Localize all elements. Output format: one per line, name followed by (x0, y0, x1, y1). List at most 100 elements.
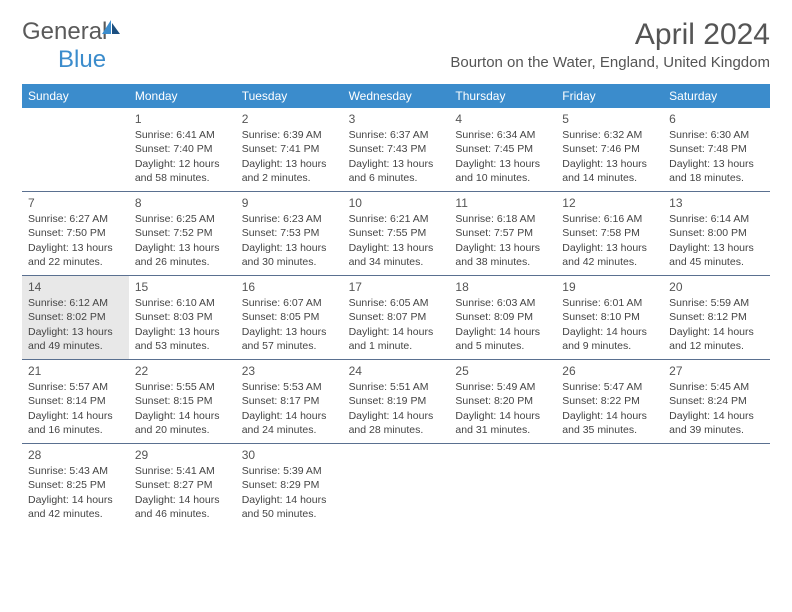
day-number: 7 (28, 195, 123, 211)
weekday-header: Thursday (449, 84, 556, 108)
sunrise-line: Sunrise: 5:55 AM (135, 380, 230, 394)
day-number: 6 (669, 111, 764, 127)
sunrise-line: Sunrise: 5:57 AM (28, 380, 123, 394)
daylight-line: Daylight: 14 hours and 5 minutes. (455, 325, 550, 353)
sunset-line: Sunset: 8:17 PM (242, 394, 337, 408)
daylight-line: Daylight: 13 hours and 45 minutes. (669, 241, 764, 269)
calendar-day: 17Sunrise: 6:05 AMSunset: 8:07 PMDayligh… (343, 276, 450, 359)
daylight-line: Daylight: 14 hours and 50 minutes. (242, 493, 337, 521)
daylight-line: Daylight: 13 hours and 2 minutes. (242, 157, 337, 185)
calendar-day: 13Sunrise: 6:14 AMSunset: 8:00 PMDayligh… (663, 192, 770, 275)
calendar-day: 29Sunrise: 5:41 AMSunset: 8:27 PMDayligh… (129, 444, 236, 528)
sunset-line: Sunset: 7:52 PM (135, 226, 230, 240)
calendar-day: 21Sunrise: 5:57 AMSunset: 8:14 PMDayligh… (22, 360, 129, 443)
day-number: 30 (242, 447, 337, 463)
day-number: 13 (669, 195, 764, 211)
sunset-line: Sunset: 8:25 PM (28, 478, 123, 492)
calendar-day: 20Sunrise: 5:59 AMSunset: 8:12 PMDayligh… (663, 276, 770, 359)
weekday-header: Friday (556, 84, 663, 108)
daylight-line: Daylight: 14 hours and 35 minutes. (562, 409, 657, 437)
calendar-day: 4Sunrise: 6:34 AMSunset: 7:45 PMDaylight… (449, 108, 556, 191)
sunset-line: Sunset: 8:15 PM (135, 394, 230, 408)
day-number: 10 (349, 195, 444, 211)
sunset-line: Sunset: 7:41 PM (242, 142, 337, 156)
sunset-line: Sunset: 8:05 PM (242, 310, 337, 324)
sunrise-line: Sunrise: 6:23 AM (242, 212, 337, 226)
day-number: 20 (669, 279, 764, 295)
daylight-line: Daylight: 14 hours and 31 minutes. (455, 409, 550, 437)
sunrise-line: Sunrise: 5:51 AM (349, 380, 444, 394)
sunset-line: Sunset: 8:20 PM (455, 394, 550, 408)
daylight-line: Daylight: 13 hours and 38 minutes. (455, 241, 550, 269)
weekday-header: Wednesday (343, 84, 450, 108)
daylight-line: Daylight: 13 hours and 18 minutes. (669, 157, 764, 185)
logo-sail-icon (101, 18, 123, 36)
calendar-day: 7Sunrise: 6:27 AMSunset: 7:50 PMDaylight… (22, 192, 129, 275)
weekday-header-row: SundayMondayTuesdayWednesdayThursdayFrid… (22, 84, 770, 108)
location-text: Bourton on the Water, England, United Ki… (450, 54, 770, 71)
calendar-day: 26Sunrise: 5:47 AMSunset: 8:22 PMDayligh… (556, 360, 663, 443)
calendar-day: 18Sunrise: 6:03 AMSunset: 8:09 PMDayligh… (449, 276, 556, 359)
logo-text-gray: General (22, 18, 107, 45)
calendar-day: 6Sunrise: 6:30 AMSunset: 7:48 PMDaylight… (663, 108, 770, 191)
daylight-line: Daylight: 13 hours and 30 minutes. (242, 241, 337, 269)
sunset-line: Sunset: 8:24 PM (669, 394, 764, 408)
day-number: 17 (349, 279, 444, 295)
calendar-day: 1Sunrise: 6:41 AMSunset: 7:40 PMDaylight… (129, 108, 236, 191)
sunrise-line: Sunrise: 6:01 AM (562, 296, 657, 310)
calendar-day (22, 108, 129, 191)
sunset-line: Sunset: 8:10 PM (562, 310, 657, 324)
calendar-week: 7Sunrise: 6:27 AMSunset: 7:50 PM Daylight… (22, 192, 770, 276)
sunset-line: Sunset: 7:58 PM (562, 226, 657, 240)
daylight-line: Daylight: 14 hours and 24 minutes. (242, 409, 337, 437)
day-number: 3 (349, 111, 444, 127)
calendar: SundayMondayTuesdayWednesdayThursdayFrid… (22, 84, 770, 528)
sunset-line: Sunset: 8:09 PM (455, 310, 550, 324)
calendar-day: 24Sunrise: 5:51 AMSunset: 8:19 PMDayligh… (343, 360, 450, 443)
sunset-line: Sunset: 8:02 PM (28, 310, 123, 324)
calendar-day (449, 444, 556, 528)
day-number: 12 (562, 195, 657, 211)
sunrise-line: Sunrise: 6:18 AM (455, 212, 550, 226)
day-number: 21 (28, 363, 123, 379)
sunrise-line: Sunrise: 5:53 AM (242, 380, 337, 394)
day-number: 25 (455, 363, 550, 379)
sunrise-line: Sunrise: 6:30 AM (669, 128, 764, 142)
sunrise-line: Sunrise: 6:39 AM (242, 128, 337, 142)
calendar-day: 30Sunrise: 5:39 AMSunset: 8:29 PMDayligh… (236, 444, 343, 528)
calendar-day: 12Sunrise: 6:16 AMSunset: 7:58 PMDayligh… (556, 192, 663, 275)
day-number: 22 (135, 363, 230, 379)
header: General Blue April 2024 Bourton on the W… (22, 18, 770, 74)
sunrise-line: Sunrise: 6:05 AM (349, 296, 444, 310)
day-number: 11 (455, 195, 550, 211)
sunset-line: Sunset: 8:00 PM (669, 226, 764, 240)
calendar-day (663, 444, 770, 528)
calendar-day: 9Sunrise: 6:23 AMSunset: 7:53 PMDaylight… (236, 192, 343, 275)
daylight-line: Daylight: 13 hours and 10 minutes. (455, 157, 550, 185)
calendar-day: 27Sunrise: 5:45 AMSunset: 8:24 PMDayligh… (663, 360, 770, 443)
calendar-day: 3Sunrise: 6:37 AMSunset: 7:43 PMDaylight… (343, 108, 450, 191)
calendar-day: 23Sunrise: 5:53 AMSunset: 8:17 PMDayligh… (236, 360, 343, 443)
sunrise-line: Sunrise: 6:07 AM (242, 296, 337, 310)
daylight-line: Daylight: 14 hours and 46 minutes. (135, 493, 230, 521)
sunrise-line: Sunrise: 5:45 AM (669, 380, 764, 394)
calendar-day: 5Sunrise: 6:32 AMSunset: 7:46 PMDaylight… (556, 108, 663, 191)
sunset-line: Sunset: 7:46 PM (562, 142, 657, 156)
sunset-line: Sunset: 7:50 PM (28, 226, 123, 240)
calendar-day: 11Sunrise: 6:18 AMSunset: 7:57 PMDayligh… (449, 192, 556, 275)
sunrise-line: Sunrise: 5:41 AM (135, 464, 230, 478)
calendar-week: 1Sunrise: 6:41 AMSunset: 7:40 PMDaylight… (22, 108, 770, 192)
weekday-header: Tuesday (236, 84, 343, 108)
day-number: 18 (455, 279, 550, 295)
sunset-line: Sunset: 8:22 PM (562, 394, 657, 408)
sunrise-line: Sunrise: 6:21 AM (349, 212, 444, 226)
page-title: April 2024 (450, 18, 770, 52)
daylight-line: Daylight: 13 hours and 6 minutes. (349, 157, 444, 185)
sunset-line: Sunset: 7:55 PM (349, 226, 444, 240)
day-number: 23 (242, 363, 337, 379)
day-number: 14 (28, 279, 123, 295)
sunrise-line: Sunrise: 6:27 AM (28, 212, 123, 226)
calendar-day: 8Sunrise: 6:25 AMSunset: 7:52 PMDaylight… (129, 192, 236, 275)
sunset-line: Sunset: 7:53 PM (242, 226, 337, 240)
sunset-line: Sunset: 8:14 PM (28, 394, 123, 408)
